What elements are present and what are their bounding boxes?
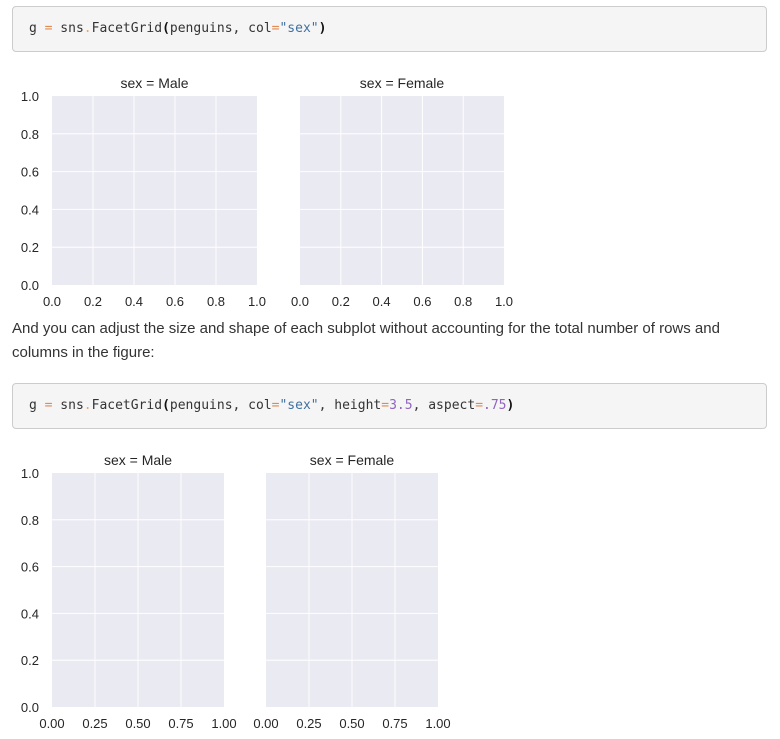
prose-paragraph: And you can adjust the size and shape of… [12, 320, 720, 361]
code-token: ) [318, 21, 327, 36]
x-tick-label: 0.00 [253, 716, 278, 731]
x-tick-label: 0.6 [166, 294, 184, 309]
code-token: = [271, 398, 280, 413]
code-token: g [29, 21, 45, 36]
code-token: sns [52, 398, 84, 413]
code-token: = [475, 398, 484, 413]
x-tick-label: 0.8 [207, 294, 225, 309]
code-token: ) [506, 398, 515, 413]
y-tick-label: 0.6 [21, 560, 39, 575]
code-token: "sex" [279, 21, 319, 36]
x-tick-label: 0.50 [125, 716, 150, 731]
facet-panel: sex = Male 0.0 0.2 0.4 0.6 0.8 1.0 0.0 0.2 0.4 0.6… [21, 75, 266, 309]
x-tick-label: 1.00 [425, 716, 450, 731]
code-block-2: g = sns.FacetGrid(penguins, col="sex", h… [12, 383, 767, 429]
code-token: "sex" [279, 398, 319, 413]
code-token: sns [52, 21, 84, 36]
facetgrid-figure-2: sex = Male 0.00 0.25 0.50 0.75 1.00 0.0 0.2 0.4 0… [21, 452, 451, 731]
y-tick-label: 0.2 [21, 653, 39, 668]
x-tick-label: 0.50 [339, 716, 364, 731]
plot-area [300, 96, 504, 285]
code-token: penguins, col [169, 21, 272, 36]
code-line: g = sns.FacetGrid(penguins, col="sex", h… [29, 398, 514, 413]
x-tick-label: 0.6 [413, 294, 431, 309]
y-tick-label: 0.0 [21, 700, 39, 715]
x-tick-label: 0.0 [43, 294, 61, 309]
y-tick-label: 0.8 [21, 127, 39, 142]
code-token: = [381, 398, 390, 413]
code-token: FacetGrid [91, 21, 163, 36]
code-token: penguins, col [169, 398, 272, 413]
facet-title: sex = Female [360, 75, 445, 91]
y-tick-label: 1.0 [21, 89, 39, 104]
code-token: .75 [483, 398, 507, 413]
x-tick-label: 0.25 [82, 716, 107, 731]
code-token: = [44, 398, 53, 413]
y-tick-label: 1.0 [21, 466, 39, 481]
x-tick-label: 1.00 [211, 716, 236, 731]
x-tick-label: 0.2 [332, 294, 350, 309]
code-token: = [44, 21, 53, 36]
facet-panel: sex = Female 0.0 0.2 0.4 0.6 0.8 1.0 [291, 75, 513, 309]
y-tick-label: 0.4 [21, 606, 39, 621]
code-block-1: g = sns.FacetGrid(penguins, col="sex") [12, 6, 767, 52]
facetgrid-figure-1: sex = Male 0.0 0.2 0.4 0.6 0.8 1.0 0.0 0.2 0.4 0.6… [21, 75, 513, 309]
facet-title: sex = Male [120, 75, 188, 91]
x-tick-label: 0.00 [39, 716, 64, 731]
x-tick-label: 0.75 [382, 716, 407, 731]
code-token: 3.5 [389, 398, 413, 413]
x-tick-label: 1.0 [495, 294, 513, 309]
facet-panel: sex = Female 0.00 0.25 0.50 0.75 1.00 [253, 452, 450, 731]
plot-area [52, 96, 257, 285]
facet-title: sex = Female [310, 452, 395, 468]
facet-title: sex = Male [104, 452, 172, 468]
code-token: ( [162, 398, 170, 413]
y-tick-label: 0.2 [21, 240, 39, 255]
y-tick-label: 0.8 [21, 513, 39, 528]
code-token: , aspect [412, 398, 476, 413]
code-line: g = sns.FacetGrid(penguins, col="sex") [29, 21, 326, 36]
code-token: ( [162, 21, 170, 36]
x-tick-label: 0.0 [291, 294, 309, 309]
x-tick-label: 0.2 [84, 294, 102, 309]
code-token: = [271, 21, 280, 36]
y-tick-label: 0.0 [21, 278, 39, 293]
x-tick-label: 0.4 [125, 294, 143, 309]
code-token: , height [318, 398, 382, 413]
code-token: . [83, 21, 92, 36]
code-token: g [29, 398, 45, 413]
code-token: . [83, 398, 92, 413]
y-tick-label: 0.6 [21, 165, 39, 180]
x-tick-label: 0.4 [373, 294, 391, 309]
facet-panel: sex = Male 0.00 0.25 0.50 0.75 1.00 0.0 0.2 0.4 0… [21, 452, 237, 731]
x-tick-label: 0.25 [296, 716, 321, 731]
x-tick-label: 1.0 [248, 294, 266, 309]
x-tick-label: 0.75 [168, 716, 193, 731]
code-token: FacetGrid [91, 398, 163, 413]
x-tick-label: 0.8 [454, 294, 472, 309]
y-tick-label: 0.4 [21, 202, 39, 217]
